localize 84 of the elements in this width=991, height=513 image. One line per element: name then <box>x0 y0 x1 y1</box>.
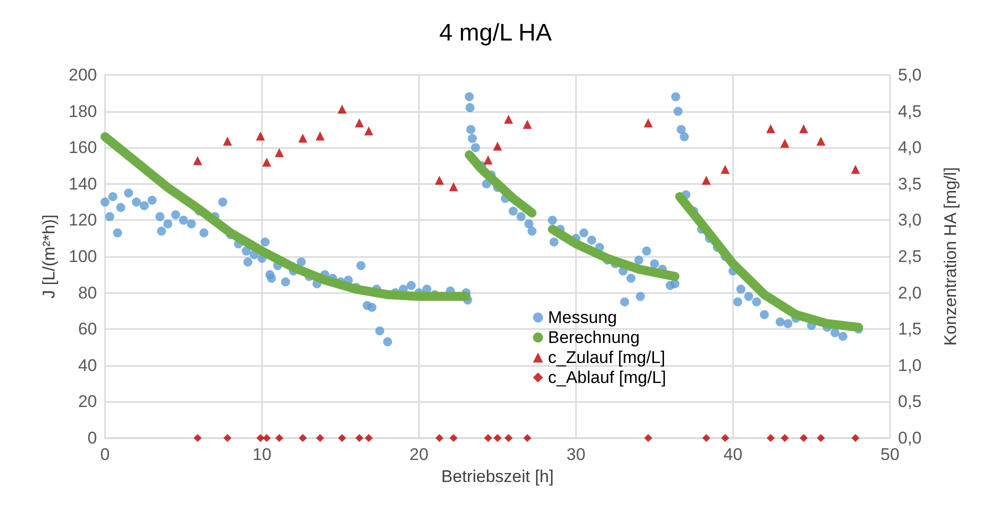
x-tick-label: 50 <box>880 445 900 464</box>
point <box>494 434 502 442</box>
point <box>780 138 790 148</box>
point <box>355 434 364 442</box>
point <box>338 434 346 442</box>
point <box>275 434 284 442</box>
y2-tick-label: 3,5 <box>898 174 922 194</box>
point <box>193 156 202 166</box>
point <box>800 434 808 442</box>
x-tick-label: 40 <box>724 445 742 464</box>
point <box>720 164 730 174</box>
y2-tick-label: 1,0 <box>898 356 922 375</box>
y-tick-label: 60 <box>78 320 97 339</box>
y-tick-label: 20 <box>78 392 97 412</box>
x-tick-label: 20 <box>410 445 428 464</box>
point <box>504 434 512 442</box>
x-tick-label: 0 <box>100 445 110 464</box>
point <box>434 176 444 185</box>
chart-title: 4 mg/L HA <box>439 20 552 46</box>
point <box>522 120 532 129</box>
point <box>298 434 307 442</box>
y2-tick-label: 1,5 <box>898 320 922 339</box>
point <box>449 182 458 192</box>
y2-tick-label: 0,0 <box>898 428 922 448</box>
y-tick-label: 0 <box>88 428 97 448</box>
y-tick-label: 120 <box>68 210 97 230</box>
point <box>194 434 202 442</box>
point <box>766 124 776 134</box>
point <box>274 148 284 158</box>
point <box>223 434 232 442</box>
y2-tick-label: 4,0 <box>898 138 922 158</box>
y2-tick-label: 2,5 <box>898 247 922 266</box>
point <box>484 434 492 442</box>
x-tick-label: 30 <box>566 445 586 464</box>
point <box>316 434 324 442</box>
point <box>504 114 513 124</box>
y2-tick-label: 0,5 <box>898 392 922 412</box>
y2-tick-label: 5,0 <box>898 66 922 84</box>
x-axis-title: Betriebszeit [h] <box>441 466 554 486</box>
point <box>644 434 652 442</box>
y2-tick-label: 3,0 <box>898 210 922 230</box>
point <box>702 176 711 185</box>
y-tick-label: 40 <box>78 356 97 375</box>
point <box>721 434 730 442</box>
point <box>780 434 789 442</box>
y-tick-label: 180 <box>68 102 97 121</box>
point <box>523 434 532 442</box>
point <box>484 155 493 164</box>
point <box>354 118 364 128</box>
y-tick-label: 80 <box>78 283 97 302</box>
y2-tick-label: 2,0 <box>898 283 922 302</box>
point <box>435 434 444 442</box>
point <box>256 131 265 140</box>
legend-label: c_Zulauf [mg/L] <box>548 348 666 367</box>
point <box>850 164 860 174</box>
legend-label: Messung <box>548 308 617 327</box>
y2-tick-label: 4,5 <box>898 102 922 121</box>
point <box>644 118 653 128</box>
point <box>262 158 272 167</box>
point <box>799 124 808 134</box>
y2-axis-title: Konzentration HA [mg/l] <box>941 167 960 346</box>
point <box>256 434 264 442</box>
point <box>493 142 502 151</box>
y-tick-label: 100 <box>68 247 97 266</box>
point <box>851 434 860 442</box>
point <box>702 434 710 442</box>
y-tick-label: 160 <box>68 138 97 158</box>
y-axis-title: J [L/(m²*h)] <box>40 214 59 299</box>
legend-label: c_Ablauf [mg/L] <box>548 368 666 387</box>
point <box>222 136 232 146</box>
y-tick-label: 200 <box>68 66 97 84</box>
point <box>338 104 347 114</box>
point <box>816 434 825 442</box>
point <box>816 136 826 146</box>
point <box>316 131 325 140</box>
point <box>364 434 373 442</box>
point <box>766 434 775 442</box>
legend-label: Berechnung <box>548 328 640 347</box>
point <box>262 434 271 442</box>
point <box>364 126 374 136</box>
x-tick-label: 10 <box>252 445 272 464</box>
point <box>450 434 458 442</box>
point <box>298 134 308 143</box>
y-tick-label: 140 <box>68 174 97 194</box>
